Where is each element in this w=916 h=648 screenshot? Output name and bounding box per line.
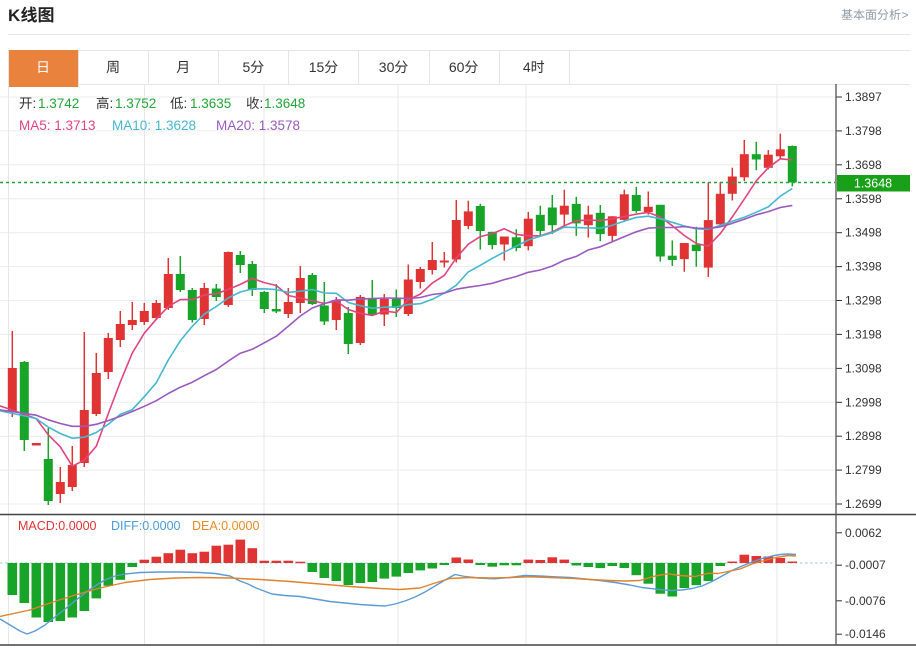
svg-text:1.3698: 1.3698 — [845, 158, 882, 172]
svg-text:30: 30 — [379, 59, 395, 75]
svg-text:1.3648: 1.3648 — [264, 96, 305, 111]
svg-text:MACD:0.0000: MACD:0.0000 — [18, 519, 97, 533]
svg-text:DIFF:0.0000: DIFF:0.0000 — [111, 519, 181, 533]
svg-text:1.3098: 1.3098 — [845, 361, 882, 375]
svg-text:1.3798: 1.3798 — [845, 124, 882, 138]
svg-text:1.3648: 1.3648 — [854, 177, 892, 191]
svg-text:0.0062: 0.0062 — [845, 526, 882, 540]
svg-text:MA10: 1.3628: MA10: 1.3628 — [112, 118, 196, 133]
svg-text:>: > — [902, 8, 909, 22]
svg-text:DEA:0.0000: DEA:0.0000 — [192, 519, 259, 533]
svg-text:-0.0007: -0.0007 — [845, 558, 886, 572]
svg-text::: : — [260, 96, 264, 111]
svg-text::: : — [184, 96, 188, 111]
svg-text:1.3752: 1.3752 — [115, 96, 156, 111]
svg-text:1.3598: 1.3598 — [845, 192, 882, 206]
svg-text::: : — [33, 96, 37, 111]
svg-text:1.2898: 1.2898 — [845, 429, 882, 443]
svg-text:MA5: 1.3713: MA5: 1.3713 — [19, 118, 96, 133]
svg-text:1.3635: 1.3635 — [190, 96, 231, 111]
svg-text:-0.0146: -0.0146 — [845, 627, 886, 641]
svg-text:15: 15 — [309, 59, 325, 75]
svg-text:K: K — [8, 6, 21, 25]
svg-text:1.2998: 1.2998 — [845, 395, 882, 409]
svg-text:4: 4 — [523, 59, 531, 75]
svg-text:1.3897: 1.3897 — [845, 90, 882, 104]
svg-text:1.2799: 1.2799 — [845, 463, 882, 477]
svg-text:1.3498: 1.3498 — [845, 226, 882, 240]
svg-text:-0.0076: -0.0076 — [845, 594, 886, 608]
svg-text:1.3198: 1.3198 — [845, 327, 882, 341]
svg-text::: : — [110, 96, 114, 111]
svg-text:1.3298: 1.3298 — [845, 294, 882, 308]
svg-text:5: 5 — [243, 59, 251, 75]
svg-text:1.2699: 1.2699 — [845, 497, 882, 511]
svg-text:1.3742: 1.3742 — [38, 96, 79, 111]
svg-text:MA20: 1.3578: MA20: 1.3578 — [216, 118, 300, 133]
svg-text:1.3398: 1.3398 — [845, 260, 882, 274]
svg-text:60: 60 — [449, 59, 465, 75]
